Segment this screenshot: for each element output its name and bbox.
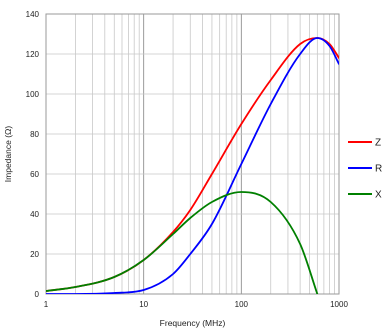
plot-frame xyxy=(45,13,340,295)
y-tick-label: 80 xyxy=(30,130,39,139)
x-tick-label: 100 xyxy=(235,300,249,309)
legend: Z R X xyxy=(348,138,382,201)
x-tick-label: 1000 xyxy=(330,300,348,309)
series-line-r xyxy=(46,37,339,294)
y-tick-label: 20 xyxy=(30,250,39,259)
x-tick-labels: 1 10 100 1000 xyxy=(44,300,349,309)
y-tick-label: 40 xyxy=(30,210,39,219)
x-axis-label: Frequency (MHz) xyxy=(160,318,226,328)
legend-label: R xyxy=(375,164,382,175)
y-tick-label: 120 xyxy=(26,50,40,59)
series-lines xyxy=(46,37,339,294)
legend-label: X xyxy=(375,190,382,201)
x-tick-label: 10 xyxy=(139,300,148,309)
y-tick-label: 140 xyxy=(26,10,40,19)
x-tick-label: 1 xyxy=(44,300,49,309)
series-line-z xyxy=(46,37,339,292)
legend-label: Z xyxy=(375,138,381,149)
series-line-x xyxy=(46,191,319,294)
y-tick-label: 0 xyxy=(35,290,40,299)
y-tick-label: 100 xyxy=(26,90,40,99)
y-axis-label: Impedance (Ω) xyxy=(3,126,13,183)
y-tick-labels: 0 20 40 60 80 100 120 140 xyxy=(26,10,40,299)
y-tick-label: 60 xyxy=(30,170,39,179)
